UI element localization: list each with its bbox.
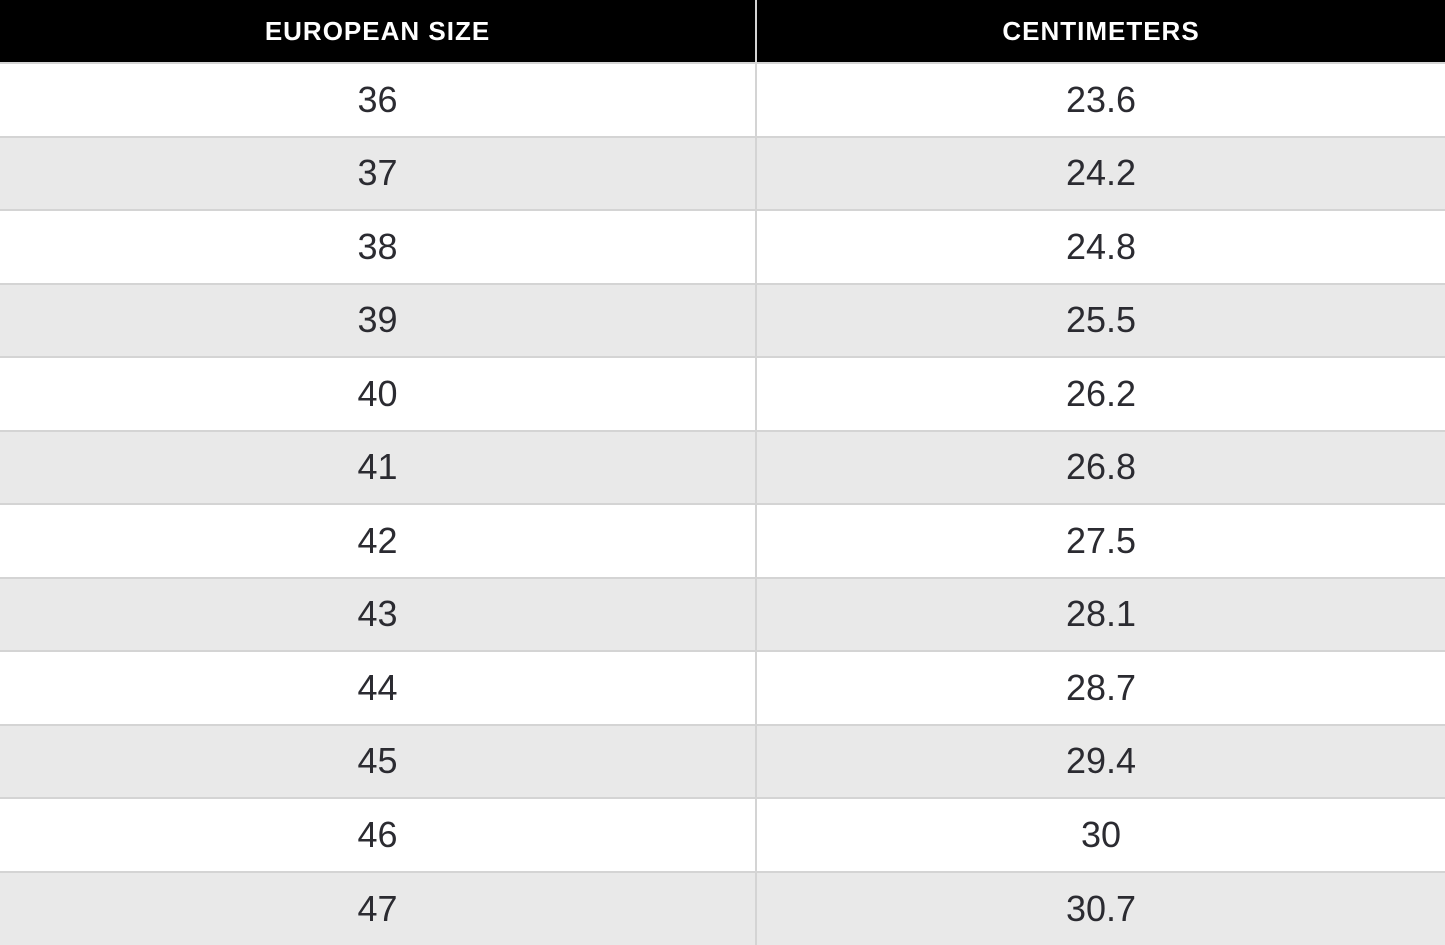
european-size-cell: 47 bbox=[0, 872, 756, 945]
european-size-cell: 42 bbox=[0, 504, 756, 578]
european-size-cell: 43 bbox=[0, 578, 756, 652]
centimeters-cell: 24.8 bbox=[756, 210, 1445, 284]
centimeters-cell: 26.2 bbox=[756, 357, 1445, 431]
column-header-centimeters: CENTIMETERS bbox=[756, 0, 1445, 63]
centimeters-cell: 29.4 bbox=[756, 725, 1445, 799]
centimeters-cell: 27.5 bbox=[756, 504, 1445, 578]
european-size-cell: 36 bbox=[0, 63, 756, 137]
centimeters-cell: 25.5 bbox=[756, 284, 1445, 358]
european-size-cell: 46 bbox=[0, 798, 756, 872]
centimeters-cell: 28.1 bbox=[756, 578, 1445, 652]
european-size-cell: 41 bbox=[0, 431, 756, 505]
centimeters-cell: 24.2 bbox=[756, 137, 1445, 211]
centimeters-cell: 30 bbox=[756, 798, 1445, 872]
centimeters-cell: 26.8 bbox=[756, 431, 1445, 505]
european-size-cell: 37 bbox=[0, 137, 756, 211]
european-size-cell: 40 bbox=[0, 357, 756, 431]
european-size-cell: 39 bbox=[0, 284, 756, 358]
centimeters-cell: 28.7 bbox=[756, 651, 1445, 725]
column-header-european-size: EUROPEAN SIZE bbox=[0, 0, 756, 63]
header-row: EUROPEAN SIZE CENTIMETERS bbox=[0, 0, 1445, 63]
centimeters-cell: 30.7 bbox=[756, 872, 1445, 945]
european-size-cell: 45 bbox=[0, 725, 756, 799]
european-size-cell: 38 bbox=[0, 210, 756, 284]
centimeters-cell: 23.6 bbox=[756, 63, 1445, 137]
european-size-cell: 44 bbox=[0, 651, 756, 725]
